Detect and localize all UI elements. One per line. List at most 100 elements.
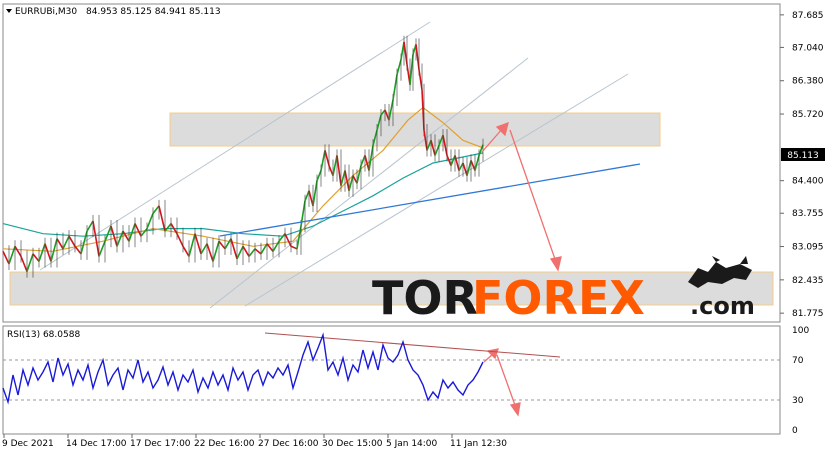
- torforex-watermark: TOR FOREX .com: [372, 256, 755, 325]
- price-segment: [396, 59, 402, 75]
- price-segment: [316, 170, 322, 181]
- time-tick-label: 22 Dec 16:00: [194, 439, 255, 449]
- forecast-arrow-down: [509, 129, 557, 263]
- price-segment: [474, 155, 480, 171]
- price-tick-label: 84.400: [792, 177, 824, 187]
- price-segment: [462, 162, 468, 176]
- price-segment: [32, 253, 40, 262]
- time-tick-label: 9 Dec 2021: [2, 439, 54, 449]
- price-segment: [406, 64, 411, 85]
- price-segment: [426, 139, 432, 151]
- price-segment: [194, 233, 202, 255]
- price-channel: [39, 21, 629, 309]
- price-segment: [128, 223, 136, 242]
- price-segment: [122, 230, 130, 242]
- price-segment: [200, 243, 208, 255]
- price-segment: [466, 160, 472, 176]
- price-segment: [26, 253, 34, 272]
- price-segment: [146, 213, 154, 229]
- price-segment: [348, 175, 354, 191]
- price-segment: [364, 155, 370, 171]
- rsi-line: [2, 332, 484, 405]
- price-segment: [116, 230, 124, 247]
- price-segment: [2, 250, 10, 265]
- forecast-arrows: [481, 121, 562, 417]
- price-segment: [415, 44, 420, 70]
- price-segment: [421, 89, 425, 131]
- price-segment: [266, 243, 274, 252]
- price-segment: [248, 248, 256, 257]
- collapse-triangle-icon[interactable]: [6, 9, 12, 13]
- price-segment: [278, 233, 286, 242]
- price-segment: [368, 145, 374, 171]
- price-segment: [218, 240, 226, 250]
- price-segment: [140, 228, 148, 237]
- price-segment: [110, 225, 118, 247]
- rsi-tick-label: 100: [792, 326, 809, 336]
- price-segment: [68, 235, 76, 247]
- price-segment: [290, 245, 298, 250]
- price-segment: [236, 245, 244, 260]
- price-segment: [423, 130, 428, 151]
- price-segment: [403, 41, 408, 65]
- price-segment: [272, 240, 280, 252]
- rsi-tick-label: 70: [792, 356, 804, 366]
- rsi-tick-label: 30: [792, 396, 804, 406]
- price-segment: [356, 165, 362, 184]
- price-segment: [152, 205, 160, 214]
- price-segment: [336, 155, 342, 186]
- price-segment: [328, 165, 334, 176]
- ohlc-values: 84.953 85.125 84.941 85.113: [86, 7, 221, 17]
- price-segment: [332, 155, 338, 176]
- price-tick-label: 82.435: [792, 276, 824, 286]
- price-segment: [388, 99, 394, 121]
- price-segment: [296, 225, 302, 249]
- current-price-tag: [781, 148, 825, 161]
- time-axis: 9 Dec 2021 14 Dec 17:00 17 Dec 17:00 22 Dec…: [2, 434, 507, 449]
- price-segment: [62, 235, 70, 250]
- price-segment: [98, 240, 106, 257]
- price-segment: [224, 238, 232, 250]
- price-segment: [372, 129, 378, 146]
- price-segment: [20, 256, 28, 272]
- price-segment: [188, 233, 196, 257]
- price-segment: [434, 145, 440, 156]
- forecast-arrow-up: [481, 127, 504, 153]
- price-segment: [80, 230, 88, 255]
- time-tick-label: 14 Dec 17:00: [66, 439, 127, 449]
- price-segment: [44, 243, 52, 262]
- price-segment: [14, 245, 22, 257]
- price-segment: [134, 223, 142, 237]
- watermark-com: .com: [690, 292, 755, 320]
- price-segment: [360, 155, 366, 166]
- symbol-label: EURRUBi,M30: [15, 7, 77, 17]
- price-tick-label: 85.720: [792, 110, 824, 120]
- price-segment: [74, 245, 82, 255]
- price-segment: [392, 74, 398, 101]
- price-tick-label: 83.755: [792, 209, 824, 219]
- channel-line-middle: [209, 57, 529, 309]
- price-segment: [450, 155, 456, 166]
- rsi-series: [2, 332, 484, 405]
- price-segment: [56, 238, 64, 250]
- price-segment: [308, 190, 314, 207]
- price-segment: [164, 223, 172, 232]
- rsi-arrowhead-down: [509, 402, 521, 417]
- price-segment: [212, 241, 220, 262]
- price-segment: [8, 246, 16, 265]
- resistance-zone: [169, 112, 661, 147]
- watermark-tor: TOR: [372, 271, 478, 325]
- rsi-trendline: [264, 332, 561, 358]
- price-segment: [312, 180, 318, 207]
- price-segment: [324, 150, 330, 166]
- arrowhead-up: [495, 121, 509, 137]
- channel-line-lower: [244, 73, 629, 307]
- price-segment: [104, 225, 112, 242]
- price-segment: [454, 155, 460, 171]
- price-segment: [304, 190, 310, 202]
- ma-fast-line: [2, 106, 484, 252]
- price-segment: [230, 238, 238, 260]
- price-tick-label: 81.775: [792, 309, 824, 319]
- rsi-arrow-down: [496, 354, 517, 409]
